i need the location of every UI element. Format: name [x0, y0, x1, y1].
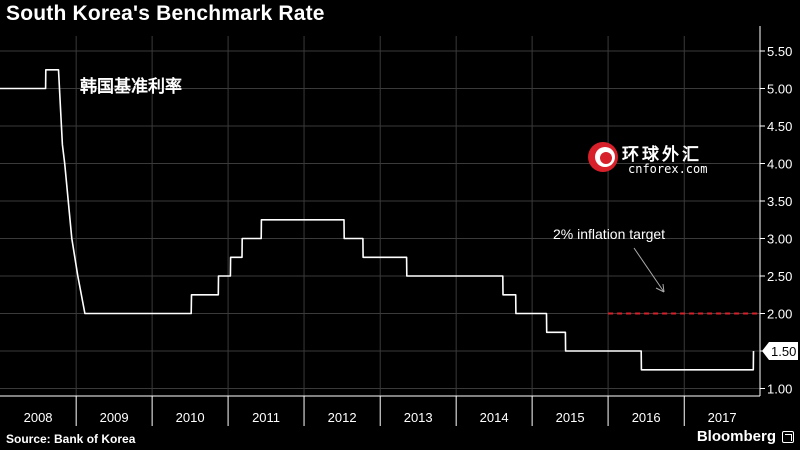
chinese-subtitle: 韩国基准利率	[80, 76, 182, 97]
x-tick-label: 2008	[24, 410, 53, 425]
annotations: 韩国基准利率 2% inflation target	[80, 76, 665, 293]
y-tick-label: 4.00	[767, 157, 792, 172]
inflation-target-label: 2% inflation target	[553, 226, 665, 242]
axes	[0, 26, 765, 426]
y-tick-label: 2.50	[767, 269, 792, 284]
y-tick-label: 3.00	[767, 232, 792, 247]
x-tick-label: 2016	[632, 410, 661, 425]
grid	[0, 36, 760, 396]
last-value-tag-group: 1.50	[762, 342, 798, 360]
watermark-en-text: cnforex.com	[628, 162, 708, 176]
watermark-cn-text: 环球外汇	[622, 145, 702, 165]
x-tick-label: 2014	[480, 410, 509, 425]
y-tick-label: 3.50	[767, 194, 792, 209]
x-tick-label: 2017	[708, 410, 737, 425]
x-tick-label: 2012	[328, 410, 357, 425]
y-tick-label: 5.50	[767, 44, 792, 59]
last-value-tag	[762, 342, 798, 360]
x-tick-label: 2009	[100, 410, 129, 425]
chart-title: South Korea's Benchmark Rate	[6, 2, 325, 25]
source-note: Source: Bank of Korea	[6, 432, 136, 446]
y-tick-label: 2.00	[767, 307, 792, 322]
x-tick-label: 2015	[556, 410, 585, 425]
watermark: 环球外汇 cnforex.com	[588, 140, 718, 180]
x-tick-label: 2011	[252, 410, 280, 425]
y-tick-label: 5.00	[767, 82, 792, 97]
bloomberg-logo-icon	[782, 431, 794, 443]
x-axis-ticks: 2008 2009 2010 2011 2012 2013 2014 2015 2016 2017	[24, 410, 737, 425]
x-tick-label: 2013	[404, 410, 433, 425]
y-tick-label: 4.50	[767, 119, 792, 134]
annotation-arrow-head	[655, 283, 665, 293]
last-value-label: 1.50	[771, 344, 796, 359]
watermark-logo-icon	[588, 142, 618, 172]
y-tick-label: 1.00	[767, 382, 792, 397]
x-tick-label: 2010	[176, 410, 205, 425]
series-group	[0, 69, 755, 371]
annotation-arrow-line	[633, 247, 665, 293]
bloomberg-logo: Bloomberg	[696, 428, 776, 445]
rate-line	[0, 69, 755, 371]
y-axis-ticks: 1.00 2.00 2.50 3.00 3.50 4.00 4.50 5.00 5.50	[767, 44, 792, 397]
